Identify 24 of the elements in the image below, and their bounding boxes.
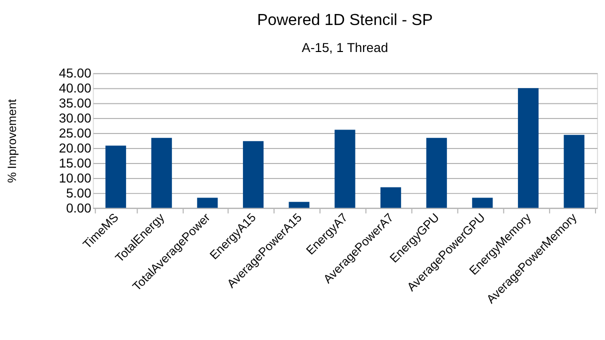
y-tick-label: 25.00 xyxy=(58,126,92,141)
bar xyxy=(242,141,264,208)
chart-title: Powered 1D Stencil - SP xyxy=(257,12,433,30)
bar xyxy=(151,138,172,208)
y-tick-label: 20.00 xyxy=(58,140,92,156)
bar xyxy=(197,198,218,208)
chart-subtitle: A-15, 1 Thread xyxy=(302,40,388,56)
y-tick-label: 0.00 xyxy=(66,200,92,216)
y-tick-label: 40.00 xyxy=(58,80,92,96)
y-tick-label: 10.00 xyxy=(58,170,92,186)
bar xyxy=(472,198,493,208)
bar xyxy=(518,88,539,208)
y-axis-title: % Improvement xyxy=(4,98,19,183)
bar xyxy=(105,146,126,208)
bar xyxy=(288,202,310,208)
y-tick-label: 45.00 xyxy=(58,66,92,81)
bar xyxy=(334,130,356,208)
bar xyxy=(564,134,584,208)
y-tick-label: 35.00 xyxy=(58,96,92,111)
bar xyxy=(380,187,402,208)
y-tick-label: 5.00 xyxy=(66,185,92,200)
y-tick-label: 30.00 xyxy=(58,110,92,126)
y-tick-label: 15.00 xyxy=(58,155,92,170)
bar xyxy=(426,138,447,208)
